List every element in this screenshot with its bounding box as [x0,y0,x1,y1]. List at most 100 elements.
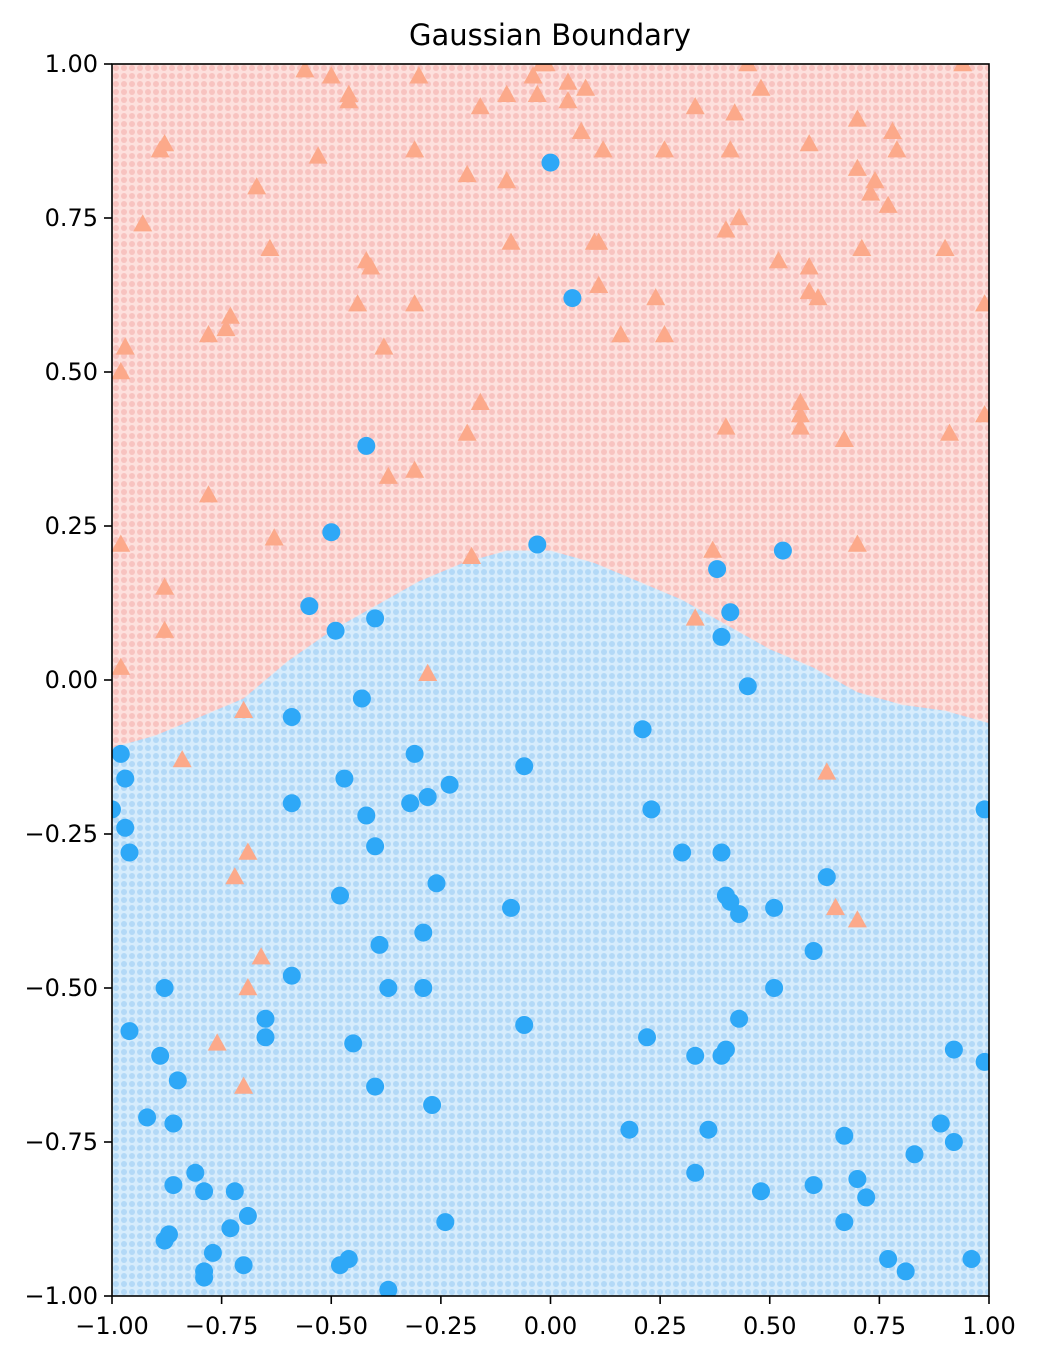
triangle-point [799,281,819,300]
triangle-point [799,257,819,275]
circle-point [379,979,398,997]
triangle-point [576,78,596,96]
circle-point [405,744,424,763]
triangle-point [536,64,556,72]
triangle-point [646,288,666,306]
y-tick-label: −1.00 [24,1282,98,1310]
circle-point [804,942,823,960]
triangle-point [808,288,828,306]
circle-point [326,621,345,640]
triangle-point [847,910,867,928]
circle-point [344,1034,363,1053]
circle-point [712,627,731,646]
circle-point [414,979,433,997]
triangle-point [847,158,867,176]
circle-point [721,603,740,622]
triangle-point [470,392,490,410]
triangle-point [861,183,881,201]
triangle-point [826,897,845,916]
triangle-point [225,867,245,885]
triangle-point [155,577,175,595]
circle-point [366,1077,385,1096]
triangle-point [260,238,280,256]
y-axis: −1.00 −0.75 −0.50 −0.25 0.00 0.25 0.50 0.75 1.00 [24,50,112,1310]
triangle-point [716,417,736,435]
x-tick-label: 1.00 [962,1312,1015,1340]
triangle-point [321,66,341,84]
x-tick-label: 0.50 [743,1312,796,1340]
triangle-point [685,608,705,626]
circle-point [352,689,371,708]
triangle-point [234,700,254,718]
circle-point [848,1170,867,1188]
triangle-point [238,978,258,996]
x-axis: −1.00 −0.75 −0.50 −0.25 0.00 0.25 0.50 0.75 1.00 [75,1296,1016,1340]
triangle-point [703,540,723,558]
circle-point [195,1182,214,1201]
circle-point [414,923,433,942]
circle-point [528,535,547,554]
circle-point [563,289,582,308]
triangle-point [308,146,328,164]
triangle-point [769,251,788,269]
circle-point [944,1040,963,1059]
triangle-point [527,84,547,102]
x-tick-label: −0.75 [185,1312,259,1340]
circle-point [765,979,784,997]
triangle-point [115,337,135,355]
triangle-point [935,238,955,256]
circle-point [164,1176,183,1195]
circle-point [155,1231,174,1250]
circle-point [515,1016,534,1034]
circle-point [151,1046,170,1065]
triangle-point [865,171,885,189]
triangle-point [790,392,810,410]
circle-point [116,769,135,788]
circle-point [225,1182,244,1201]
circle-point [331,1256,349,1275]
y-tick-label: −0.75 [24,1128,98,1156]
triangle-point [378,466,398,484]
circle-point [730,905,749,924]
triangle-point [361,257,381,275]
triangle-point [589,232,609,250]
triangle-point [751,78,771,96]
triangle-point [799,134,819,152]
triangle-point [405,460,425,478]
triangle-point [112,534,131,552]
x-tick-label: 0.00 [524,1312,577,1340]
triangle-point [558,72,578,90]
circle-point [765,898,784,917]
x-tick-label: −1.00 [75,1312,149,1340]
circle-point [962,1250,981,1268]
circle-point [440,775,459,794]
circle-point [282,966,301,985]
triangle-point [405,294,425,312]
circle-point [238,1206,257,1225]
circle-point [730,1009,749,1028]
plot-area [112,64,989,1296]
triangle-point [409,66,429,84]
circle-point [322,523,341,542]
circle-point [366,837,385,856]
y-tick-label: −0.25 [24,820,98,848]
circle-point [436,1213,455,1232]
circle-point [300,597,319,616]
circle-point [138,1108,157,1127]
circle-point [686,1046,705,1065]
triangle-point [847,534,867,552]
circle-point [515,757,534,776]
circle-point [752,1182,770,1201]
triangle-point [220,306,240,324]
circle-point [541,153,560,172]
circle-point [975,1052,989,1071]
triangle-point [953,64,973,72]
circle-point [773,541,792,560]
x-tick-label: 0.75 [853,1312,906,1340]
triangle-point [940,423,959,441]
triangle-point [112,362,131,380]
triangle-point [234,1076,254,1094]
circle-point [738,677,757,696]
circle-point [638,1028,656,1047]
triangle-point [834,429,854,447]
